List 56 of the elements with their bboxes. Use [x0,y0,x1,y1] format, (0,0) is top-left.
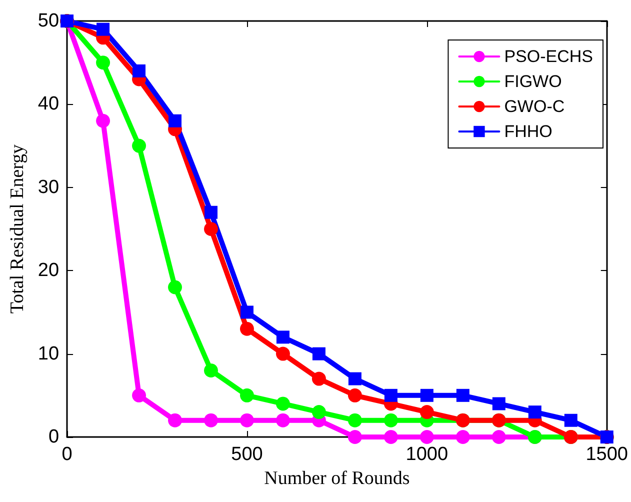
point [204,363,218,378]
legend-label: FIGWO [504,72,562,91]
point [348,388,362,402]
point [492,397,506,410]
point [240,413,254,428]
point [492,430,506,444]
point [276,330,290,344]
point [240,306,254,319]
y-axis-title: Total Residual Energy [7,144,28,314]
point [312,372,326,386]
legend-label: PSO-ECHS [504,47,594,66]
y-tick-label: 0 [48,426,60,448]
point [168,280,182,294]
point [456,388,470,402]
point [528,406,542,419]
y-tick-label: 50 [38,10,60,32]
x-tick-label: 500 [231,444,263,465]
point [384,430,398,444]
point [96,56,110,70]
y-tick-label: 10 [38,343,60,364]
legend-label: GWO-C [504,97,565,116]
point [276,396,290,411]
point [204,413,218,428]
point [276,346,290,361]
x-tick-label: 1000 [406,444,448,465]
point [312,405,326,420]
point [420,405,434,420]
point [420,430,434,444]
y-tick-label: 40 [38,94,60,115]
point [240,322,254,336]
point [96,22,110,36]
x-axis-title: Number of Rounds [264,468,410,489]
point [276,413,290,428]
point [240,388,254,402]
point [168,114,182,128]
point [132,64,146,78]
point [204,222,218,236]
point [420,388,434,402]
point [384,388,398,402]
point [168,413,182,428]
point [456,430,470,444]
point [384,413,398,428]
x-tick-label: 0 [62,444,72,465]
point [348,430,362,444]
legend-label: FHHO [504,122,552,141]
y-tick-label: 20 [38,260,60,282]
point [204,206,218,219]
point [564,414,578,427]
point [96,114,110,128]
point [132,388,146,402]
y-tick-label: 30 [38,176,60,198]
point [132,138,146,153]
x-tick-label: 1500 [586,444,628,465]
point [348,413,362,428]
point [312,347,326,360]
point [348,372,362,386]
